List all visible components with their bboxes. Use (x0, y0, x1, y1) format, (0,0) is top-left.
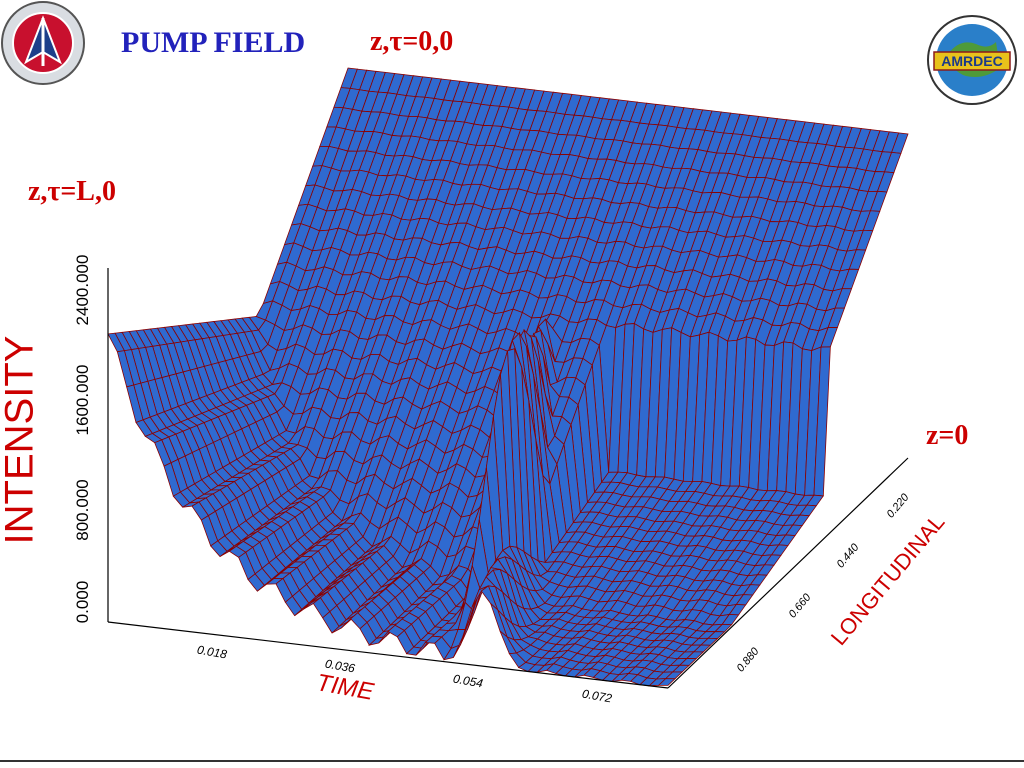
plot-axes (107, 268, 909, 689)
bottom-rule (0, 760, 1024, 762)
y-tick-label: 2400.000 (73, 254, 92, 326)
z-axis-line (667, 457, 909, 689)
army-seal-logo (1, 1, 85, 85)
y-tick-label: 1600.000 (73, 364, 92, 436)
amrdec-logo-text: AMRDEC (941, 53, 1002, 69)
amrdec-seal-logo: AMRDEC (927, 15, 1017, 105)
corner-label-right: z=0 (926, 420, 969, 451)
x-axis-line (107, 621, 669, 689)
y-tick-label: 800.000 (73, 479, 92, 541)
slide-title: PUMP FIELD (121, 26, 306, 59)
y-tick-label: 0.000 (73, 580, 92, 624)
y-axis-title: INTENSITY (0, 335, 42, 545)
surface-cell (657, 678, 677, 686)
corner-label-left: z,τ=L,0 (28, 176, 116, 207)
surface-mesh (107, 67, 909, 687)
corner-label-top: z,τ=0,0 (370, 26, 454, 57)
